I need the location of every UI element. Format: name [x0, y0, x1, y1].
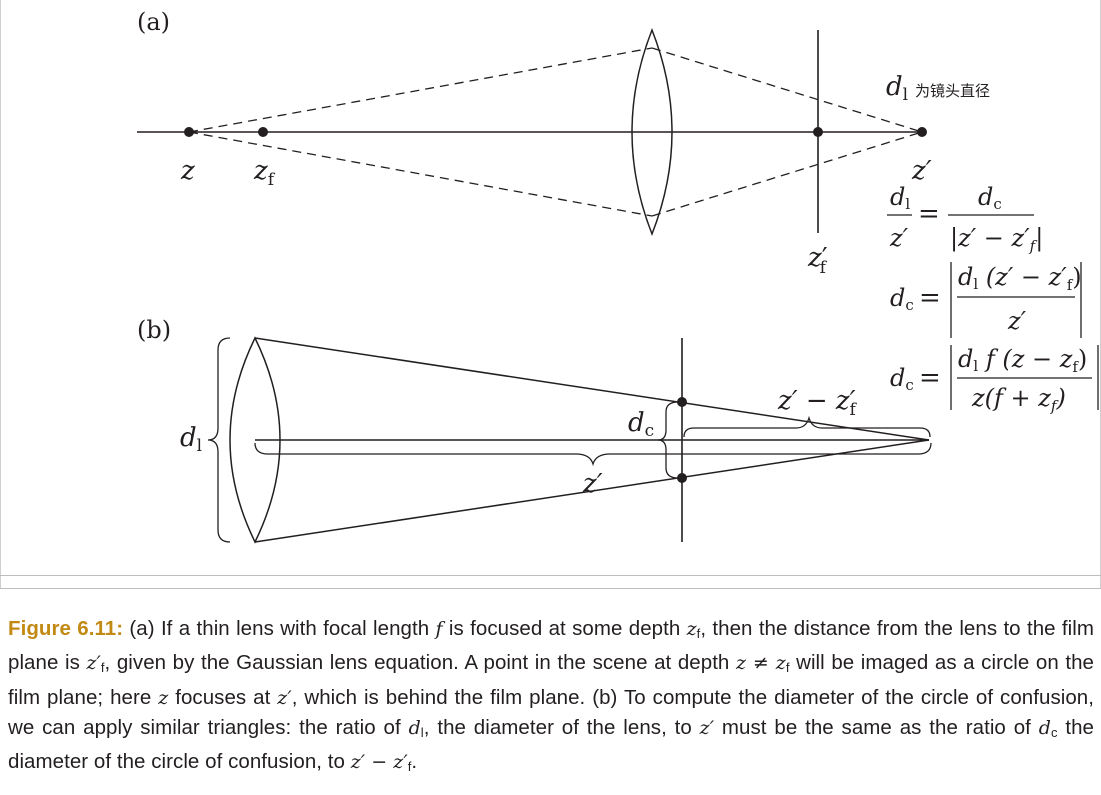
point-zf — [258, 127, 268, 137]
panel-b-label: (b) — [137, 316, 171, 344]
svg-text:z′: z′ — [1007, 307, 1027, 335]
frame-left-border — [0, 0, 1, 588]
label-zfprime: z′f — [807, 243, 828, 278]
label-dc: dc — [628, 408, 654, 441]
svg-text:dc: dc — [890, 284, 914, 314]
label-zdiff: z′ − z′f — [777, 386, 858, 420]
caption-rule-top — [0, 575, 1101, 576]
lower-ray-out — [651, 131, 923, 217]
point-zfprime — [813, 127, 823, 137]
upper-edge-ray — [254, 337, 930, 441]
label-zf: zf — [253, 156, 276, 190]
svg-text:z′: z′ — [889, 224, 909, 252]
equation-2: dc = dl (z′ − z′f) z′ — [890, 262, 1082, 338]
svg-text:=: = — [918, 199, 940, 229]
svg-text:dl (z′ − z′f): dl (z′ − z′f) — [958, 263, 1082, 294]
svg-text:|z′ − z′f|: |z′ − z′f| — [950, 224, 1043, 255]
lower-ray-in — [188, 131, 653, 217]
svg-text:dl f (z − zf): dl f (z − zf) — [958, 345, 1087, 376]
equation-3: dc = dl f (z − zf) z(f + zf) — [890, 345, 1099, 415]
label-zprime: z′ — [911, 156, 932, 186]
dl-annotation: 为镜头直径 — [915, 82, 990, 100]
svg-text:dc: dc — [978, 183, 1002, 213]
zprime-brace — [254, 442, 932, 467]
panel-a-rays — [137, 27, 923, 237]
lens-a — [631, 27, 673, 237]
dl-brace — [207, 337, 231, 543]
upper-ray-in — [188, 47, 653, 133]
dc-brace — [657, 401, 679, 479]
film-bottom-point — [677, 473, 687, 483]
svg-text:z(f + zf): z(f + zf) — [971, 384, 1066, 415]
label-dl-b: dl — [180, 423, 202, 456]
point-zprime — [917, 127, 927, 137]
panel-b-geometry — [207, 336, 932, 544]
panel-a-label: (a) — [137, 8, 170, 36]
film-top-point — [677, 397, 687, 407]
svg-text:=: = — [919, 283, 941, 313]
caption-rule-bottom — [0, 588, 1101, 589]
lower-edge-ray — [254, 439, 930, 543]
svg-text:dl: dl — [890, 183, 910, 213]
svg-text:=: = — [919, 363, 941, 393]
upper-ray-out — [651, 47, 923, 133]
figure-caption: Figure 6.11: (a) If a thin lens with foc… — [8, 617, 1095, 775]
label-z: z — [180, 156, 195, 186]
caption-label: Figure 6.11: — [8, 617, 124, 640]
lens-diagram: (a) z zf z′ z′f dl 为镜头直径 dl z′ = dc |z′ … — [137, 8, 1099, 544]
svg-text:dc: dc — [890, 364, 914, 394]
equation-1: dl z′ = dc |z′ − z′f| — [887, 183, 1043, 255]
label-dl-a: dl — [886, 72, 908, 105]
label-zprime-b: z′ — [582, 469, 603, 499]
zdiff-brace — [683, 415, 931, 438]
point-z — [184, 127, 194, 137]
